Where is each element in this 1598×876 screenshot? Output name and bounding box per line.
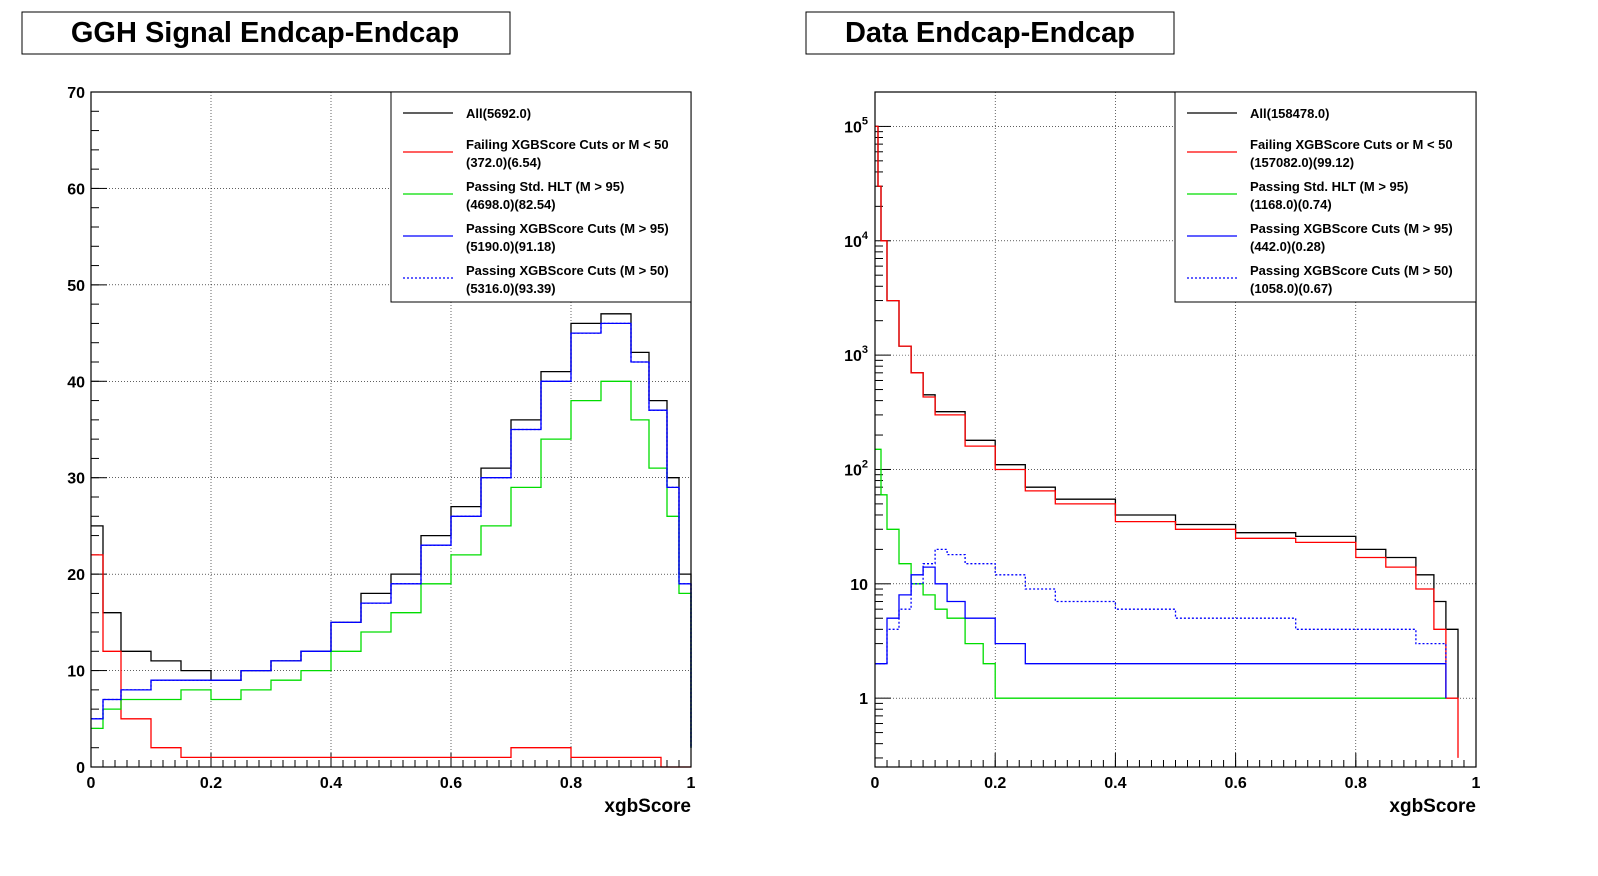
x-axis-label: xgbScore: [1389, 796, 1476, 817]
legend-values: (1058.0)(0.67): [1250, 281, 1332, 296]
y-tick-exponent: 4: [862, 230, 869, 242]
y-tick-label: 70: [67, 85, 85, 102]
y-tick-label: 105: [844, 115, 868, 136]
y-tick-label: 103: [844, 344, 868, 365]
series-line-passing_std_hlt: [875, 448, 1446, 699]
y-tick-label: 1: [859, 691, 868, 708]
series-line-passing_xgb_m50: [91, 322, 692, 748]
y-tick-base: 1: [859, 691, 868, 708]
legend-label: Passing XGBScore Cuts (M > 50): [466, 263, 669, 278]
x-tick-label: 0.6: [1224, 775, 1246, 792]
y-tick-label: 50: [67, 278, 85, 295]
y-tick-label: 40: [67, 374, 85, 391]
legend-label: Passing XGBScore Cuts (M > 95): [1250, 221, 1453, 236]
x-tick-label: 1: [1472, 775, 1481, 792]
legend-values: (442.0)(0.28): [1250, 239, 1325, 254]
y-tick-exponent: 3: [862, 344, 868, 356]
y-tick-base: 10: [844, 348, 862, 365]
x-tick-label: 0.6: [440, 775, 462, 792]
x-tick-label: 0.2: [200, 775, 222, 792]
legend-box: [1174, 91, 1477, 303]
x-tick-label: 0.8: [1345, 775, 1367, 792]
y-tick-base: 10: [844, 234, 862, 251]
series-line-failing: [91, 554, 691, 768]
y-tick-base: 10: [844, 119, 862, 136]
x-tick-label: 0: [871, 775, 880, 792]
legend-values: (372.0)(6.54): [466, 155, 541, 170]
x-tick-label: 0.8: [560, 775, 582, 792]
y-tick-label: 10: [67, 664, 85, 681]
series-line-passing_xgb_m50: [875, 548, 1447, 665]
legend-values: (4698.0)(82.54): [466, 197, 556, 212]
x-tick-label: 0.4: [320, 775, 342, 792]
chart-title: Data Endcap-Endcap: [845, 17, 1135, 49]
x-tick-label: 1: [687, 775, 696, 792]
chart-title-box: [21, 11, 511, 55]
legend-box: [390, 91, 692, 303]
y-tick-base: 10: [844, 462, 862, 479]
legend-label: Failing XGBScore Cuts or M < 50: [1250, 137, 1453, 152]
y-tick-label: 104: [844, 230, 869, 251]
x-tick-label: 0.2: [984, 775, 1006, 792]
y-tick-label: 0: [76, 760, 85, 777]
series-line-all: [91, 313, 692, 748]
legend-values: (5190.0)(91.18): [466, 239, 556, 254]
legend-label: Passing XGBScore Cuts (M > 50): [1250, 263, 1453, 278]
legend-label: Failing XGBScore Cuts or M < 50: [466, 137, 669, 152]
legend-values: (5316.0)(93.39): [466, 281, 556, 296]
x-tick-label: 0.4: [1104, 775, 1126, 792]
x-tick-label: 0: [87, 775, 96, 792]
y-tick-label: 102: [844, 458, 868, 479]
series-line-passing_std_hlt: [91, 380, 692, 748]
y-tick-label: 30: [67, 471, 85, 488]
y-tick-label: 60: [67, 181, 85, 198]
series-line-passing_xgb_m95: [875, 566, 1447, 699]
legend-label: All(158478.0): [1250, 106, 1330, 121]
y-tick-base: 10: [850, 577, 868, 594]
y-tick-exponent: 2: [862, 458, 868, 470]
legend-values: (1168.0)(0.74): [1250, 197, 1332, 212]
legend-label: All(5692.0): [466, 106, 531, 121]
x-axis-label: xgbScore: [604, 796, 691, 817]
y-tick-exponent: 5: [862, 115, 868, 127]
legend-label: Passing Std. HLT (M > 95): [466, 179, 624, 194]
chart-title: GGH Signal Endcap-Endcap: [71, 17, 459, 49]
legend-label: Passing Std. HLT (M > 95): [1250, 179, 1408, 194]
legend-values: (157082.0)(99.12): [1250, 155, 1354, 170]
legend-label: Passing XGBScore Cuts (M > 95): [466, 221, 669, 236]
y-tick-label: 20: [67, 567, 85, 584]
series-line-failing: [875, 125, 1459, 758]
chart-title-box: [805, 11, 1175, 55]
y-tick-label: 10: [850, 577, 868, 594]
